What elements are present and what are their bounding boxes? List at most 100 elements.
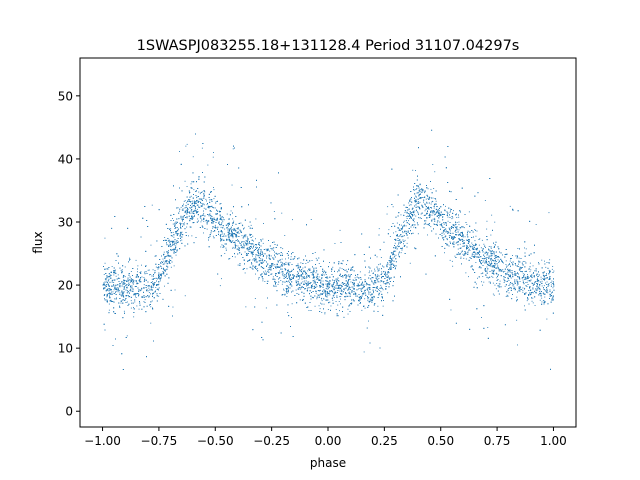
data-point [135, 259, 137, 261]
data-point [415, 199, 417, 200]
data-point [191, 212, 193, 214]
data-point [513, 286, 515, 288]
data-point [262, 253, 264, 255]
data-point [483, 281, 485, 283]
data-point [229, 258, 231, 259]
data-point [164, 262, 166, 264]
data-point [405, 210, 407, 212]
data-point [458, 229, 460, 231]
data-point [545, 266, 547, 268]
data-point [424, 192, 425, 194]
data-point [232, 246, 234, 248]
data-point [544, 260, 545, 262]
data-point [428, 196, 430, 198]
data-point [208, 215, 210, 217]
data-point [220, 216, 222, 218]
data-point [332, 288, 334, 290]
data-point [325, 274, 327, 275]
data-point [205, 198, 207, 200]
data-point [249, 243, 251, 245]
data-point [546, 318, 548, 320]
data-point [326, 285, 328, 287]
data-point [459, 243, 461, 245]
data-point [527, 274, 528, 275]
data-point [531, 300, 533, 302]
data-point [148, 295, 150, 297]
data-point [397, 245, 398, 247]
data-point [255, 238, 256, 240]
data-point [503, 278, 505, 280]
data-point [396, 246, 397, 248]
data-point [135, 297, 137, 298]
data-point [289, 262, 291, 264]
data-point [490, 234, 492, 236]
data-point [311, 285, 312, 287]
data-point [465, 244, 467, 246]
data-point [378, 289, 379, 291]
data-point [123, 284, 125, 285]
data-point [427, 234, 428, 236]
data-point [405, 216, 407, 218]
data-point [126, 286, 128, 288]
data-point [248, 248, 250, 250]
data-point [201, 147, 203, 149]
data-point [161, 261, 163, 262]
data-point [398, 240, 400, 242]
data-point [321, 297, 323, 299]
data-point [458, 252, 459, 254]
data-point [353, 285, 355, 287]
data-point [130, 300, 132, 302]
data-point [135, 293, 137, 295]
data-point [262, 242, 264, 244]
data-point [474, 256, 476, 258]
data-point [400, 224, 402, 226]
data-point [324, 312, 326, 314]
data-point [425, 222, 427, 224]
data-point [387, 262, 389, 263]
data-point [315, 290, 316, 292]
data-point [282, 272, 284, 274]
data-point [258, 278, 259, 280]
data-point [199, 193, 201, 195]
data-point [495, 288, 497, 290]
data-point [498, 283, 500, 285]
data-point [432, 210, 434, 212]
data-point [201, 191, 203, 193]
data-point [121, 295, 122, 297]
data-point [393, 251, 395, 253]
data-point [271, 273, 273, 275]
data-point [509, 260, 511, 262]
data-point [281, 212, 283, 214]
data-point [387, 206, 389, 208]
data-point [221, 244, 223, 246]
data-point [176, 234, 178, 235]
data-point [348, 284, 350, 286]
data-point [446, 214, 448, 216]
data-point [481, 258, 483, 259]
data-point [474, 229, 476, 230]
data-point [115, 284, 117, 286]
data-point [281, 258, 283, 260]
data-point [315, 257, 317, 259]
data-point [462, 236, 464, 238]
data-point [454, 225, 456, 227]
data-point [152, 281, 153, 283]
data-point [168, 250, 169, 252]
data-point [113, 274, 115, 276]
data-point [288, 275, 290, 277]
data-point [340, 296, 342, 297]
data-point [353, 280, 355, 281]
data-point [299, 276, 300, 278]
data-point [314, 252, 316, 253]
data-point [306, 281, 308, 283]
data-point [275, 283, 276, 285]
data-point [322, 273, 324, 275]
data-point [153, 284, 154, 286]
data-point [381, 272, 383, 274]
data-point [181, 209, 183, 211]
data-point [207, 164, 209, 166]
data-point [521, 289, 522, 290]
data-point [229, 230, 230, 232]
data-point [394, 268, 396, 270]
data-point [160, 266, 162, 267]
